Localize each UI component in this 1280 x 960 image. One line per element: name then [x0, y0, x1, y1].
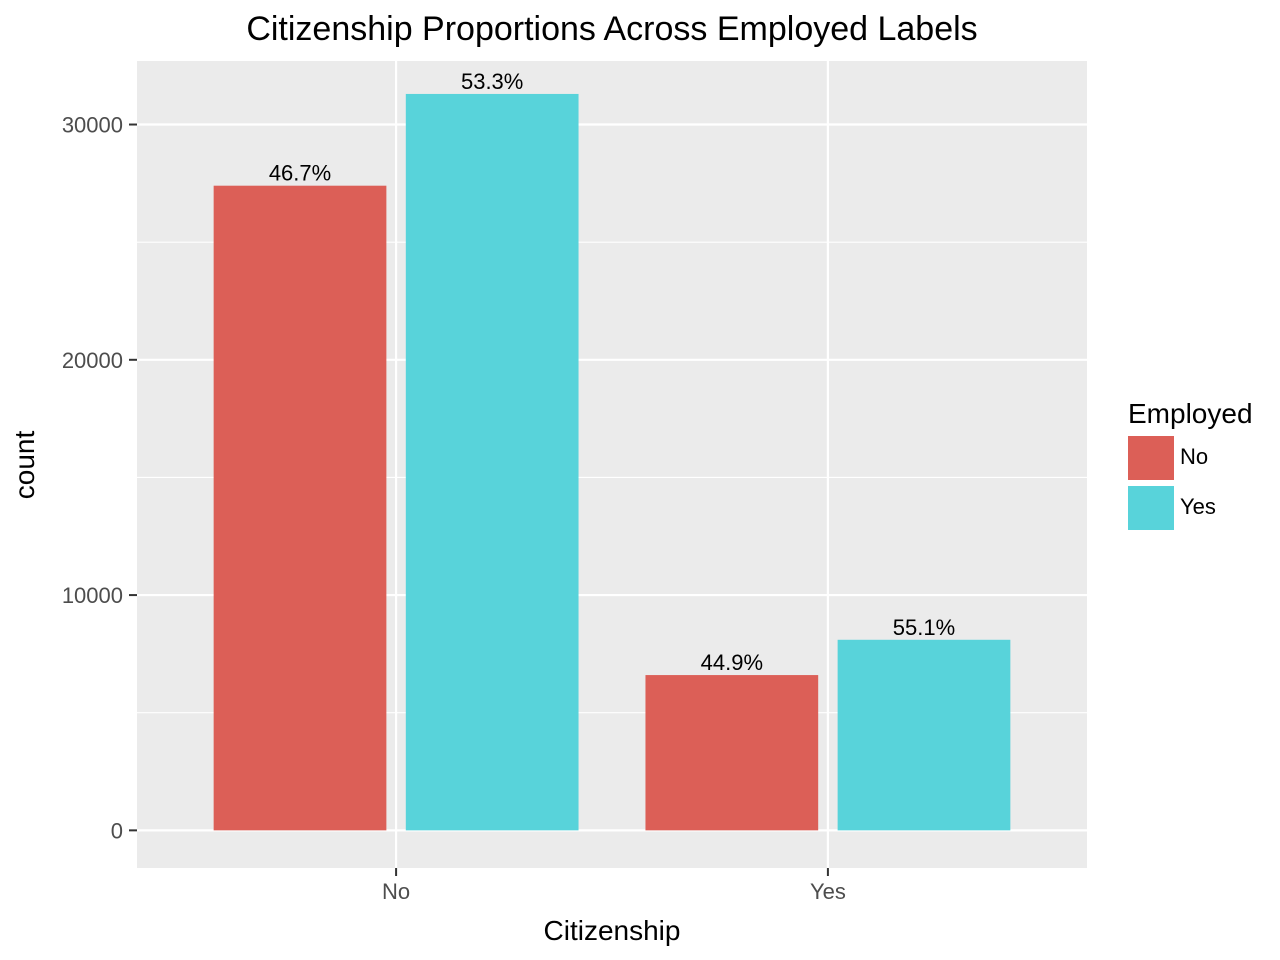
bar-data-label: 55.1% — [893, 615, 955, 640]
chart-title: Citizenship Proportions Across Employed … — [246, 10, 977, 48]
x-tick-label: Yes — [810, 879, 846, 904]
y-axis: 0 10000 20000 30000 — [62, 113, 137, 843]
legend-label-yes: Yes — [1180, 494, 1216, 519]
legend-swatch-no — [1128, 436, 1174, 480]
legend-swatch-yes — [1128, 486, 1174, 530]
legend-items: No Yes — [1128, 436, 1216, 530]
bar-data-label: 53.3% — [461, 69, 523, 94]
y-tick-label: 0 — [111, 818, 123, 843]
bar-no-no — [213, 185, 387, 831]
legend-label-no: No — [1180, 444, 1208, 469]
y-axis-title: count — [9, 431, 40, 500]
y-tick-label: 20000 — [62, 348, 123, 373]
bar-labels: 46.7% 44.9% 53.3% 55.1% — [269, 69, 955, 675]
bars — [213, 93, 1011, 831]
x-tick-label: No — [382, 879, 410, 904]
bar-yes-no — [405, 93, 579, 831]
y-tick-label: 10000 — [62, 583, 123, 608]
y-tick-label: 30000 — [62, 113, 123, 138]
bar-yes-yes — [837, 639, 1011, 831]
legend: Employed No Yes — [1128, 398, 1253, 530]
x-axis-title: Citizenship — [544, 915, 681, 946]
legend-title: Employed — [1128, 398, 1253, 429]
bar-data-label: 46.7% — [269, 161, 331, 186]
bar-no-yes — [645, 675, 819, 831]
x-axis: No Yes — [382, 868, 846, 904]
bar-data-label: 44.9% — [701, 650, 763, 675]
